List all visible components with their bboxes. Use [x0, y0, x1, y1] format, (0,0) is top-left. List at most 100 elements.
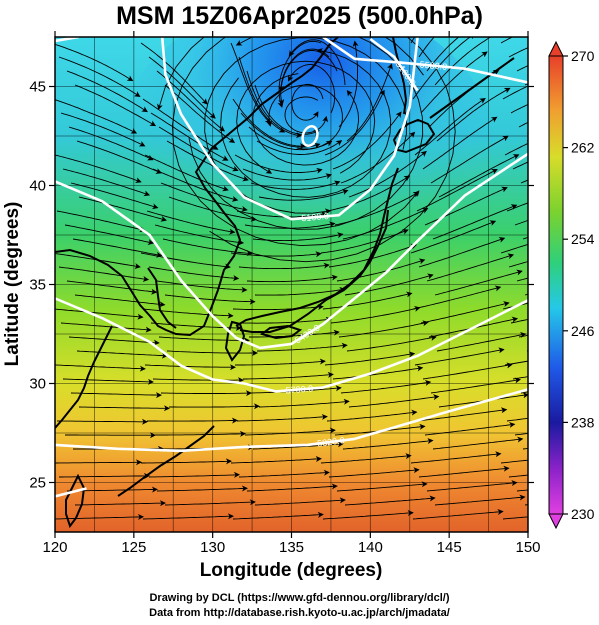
streamline [230, 251, 322, 258]
streamline [502, 516, 528, 520]
coastline-honshu-south [239, 209, 389, 333]
streamline [326, 175, 411, 212]
streamline [146, 210, 236, 235]
x-tick-label: 140 [358, 539, 383, 556]
streamline [529, 169, 599, 197]
colorbar-tick-label: 238 [571, 414, 595, 430]
streamline [56, 210, 146, 233]
streamline [164, 499, 256, 506]
coastline-shikoku [259, 324, 303, 340]
streamline-vortex [188, 37, 424, 230]
page-title: MSM 15Z06Apr2025 (500.0hPa) [116, 2, 483, 30]
contour-line [160, 37, 419, 221]
coastline-ryukyu [117, 425, 215, 497]
y-tick-label: 25 [29, 475, 46, 492]
streamline [142, 513, 234, 520]
streamline [147, 417, 238, 424]
x-axis: 120 125 130 135 140 145 150 [42, 31, 541, 556]
streamline [148, 266, 240, 281]
streamline [412, 37, 476, 100]
streamline [430, 377, 521, 394]
streamline [422, 362, 513, 380]
colorbar-tick-label: 230 [571, 506, 595, 522]
y-tick-label: 35 [29, 277, 46, 294]
streamline [506, 417, 528, 422]
streamline [62, 168, 151, 197]
streamline [76, 350, 168, 359]
streamline [332, 365, 424, 380]
streamline [500, 459, 528, 464]
streamline [257, 342, 348, 352]
coastline-taiwan [65, 473, 86, 529]
streamline [436, 87, 511, 142]
streamline [250, 385, 342, 394]
streamline-vortex [171, 37, 424, 247]
streamline [55, 99, 138, 134]
streamline [232, 98, 306, 150]
streamline [169, 403, 260, 410]
streamline [416, 169, 498, 212]
streamline [348, 394, 440, 408]
contour-line [55, 152, 528, 350]
streamline [410, 220, 497, 254]
streamline [64, 224, 155, 245]
contour-label: 5580.0 [419, 59, 447, 72]
streamline [434, 37, 492, 86]
streamline [420, 51, 488, 114]
streamline [156, 485, 248, 492]
streamline [162, 238, 253, 257]
streamline [140, 42, 208, 105]
streamline [74, 500, 166, 507]
streamline [144, 364, 236, 371]
streamline [156, 280, 248, 293]
streamline [348, 150, 427, 198]
coastline-asia-mainland [55, 37, 339, 337]
streamline [246, 274, 338, 283]
y-tick-label: 30 [29, 376, 46, 393]
streamline [416, 407, 508, 422]
streamline [55, 459, 142, 466]
colorbar-bottom-arrow [548, 513, 564, 530]
streamline [74, 294, 166, 308]
y-axis-title: Latitude (degrees) [2, 202, 23, 367]
streamline [510, 318, 528, 324]
streamline [510, 104, 528, 114]
streamline [158, 126, 239, 172]
contour-line [322, 37, 528, 84]
streamline [258, 189, 349, 201]
streamline [340, 131, 416, 184]
streamline [72, 238, 163, 258]
x-axis-title: Longitude (degrees) [200, 560, 383, 581]
colorbar-tick-label: 262 [571, 140, 595, 156]
streamline [148, 471, 240, 478]
streamline [418, 37, 435, 58]
streamline [258, 398, 350, 408]
colorbar: 230 238 246 254 262 270 [548, 40, 595, 530]
streamline [412, 509, 504, 520]
streamline [324, 351, 416, 366]
x-tick-label: 135 [279, 539, 304, 556]
streamline [278, 50, 338, 93]
streamline-vortex [252, 73, 360, 166]
streamline [62, 378, 154, 385]
streamline [234, 154, 323, 174]
streamline [332, 111, 402, 170]
streamline [508, 474, 528, 478]
streamline-vortex [204, 37, 408, 215]
streamline [166, 140, 249, 182]
cold-low-area [115, 37, 495, 300]
streamline [58, 56, 141, 97]
streamline [166, 350, 258, 356]
streamline [500, 243, 528, 254]
streamline [68, 126, 154, 161]
low-center-contour [301, 125, 319, 147]
streamline [426, 253, 515, 282]
credit-data-source: Data from http://database.rish.kyoto-u.a… [149, 607, 450, 619]
colorbar-top-arrow [548, 40, 564, 57]
streamline [502, 85, 528, 100]
streamline [235, 358, 326, 366]
streamline [155, 430, 246, 437]
streamline [58, 266, 150, 282]
streamline [150, 112, 229, 161]
